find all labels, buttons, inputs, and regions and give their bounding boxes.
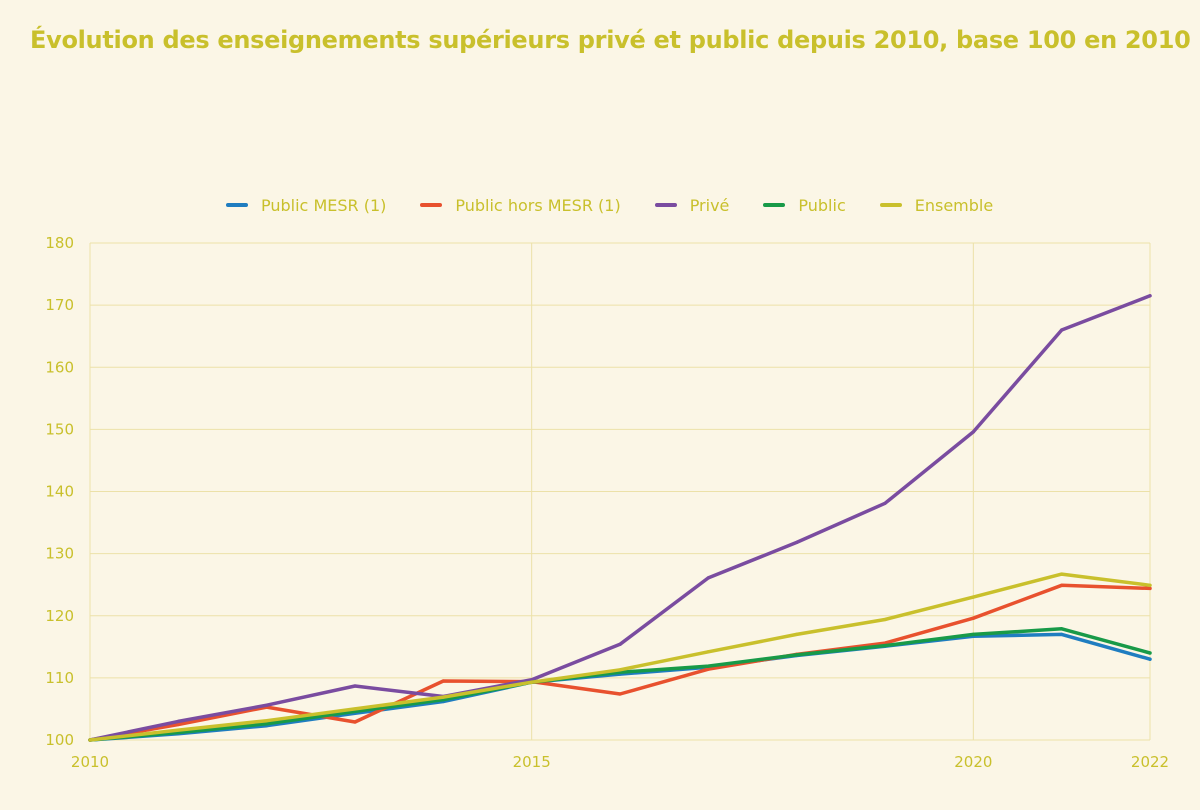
data-point [883, 643, 887, 648]
data-point [971, 616, 975, 620]
legend-item: Public [763, 195, 846, 215]
chart-ticks: 100 110 120 130 140 150 160 170 180 2010 2015 2020 2… [45, 234, 1169, 771]
y-tick-label: 130 [45, 545, 74, 563]
legend-item: Ensemble [879, 195, 994, 215]
legend-swatch [226, 203, 248, 207]
data-point [176, 719, 180, 723]
y-tick-label: 140 [45, 483, 74, 501]
data-point [441, 695, 445, 699]
data-point [883, 501, 887, 505]
y-tick-label: 120 [45, 607, 74, 625]
data-point [618, 642, 622, 646]
data-point [441, 679, 445, 683]
data-point [1148, 651, 1152, 655]
legend-label: Public MESR (1) [261, 195, 387, 215]
series-line [88, 572, 1152, 742]
data-point [883, 617, 887, 622]
data-point [1148, 294, 1152, 298]
legend-label: Ensemble [914, 195, 994, 215]
chart-series [88, 294, 1152, 742]
data-point [795, 653, 799, 657]
data-point [353, 707, 357, 711]
y-tick-label: 160 [45, 358, 74, 376]
chart-title: Évolution des enseignements supérieurs p… [30, 26, 1191, 54]
legend-label: Public hors MESR (1) [455, 195, 621, 215]
series-line [88, 583, 1152, 742]
data-point [971, 632, 975, 636]
data-point [265, 719, 269, 723]
chart-legend: Public MESR (1) Public hors MESR (1) Privé… [226, 193, 1027, 217]
legend-swatch [654, 203, 677, 207]
data-point [1060, 572, 1064, 576]
data-point [618, 692, 622, 696]
legend-item: Privé [654, 195, 730, 215]
data-point [176, 728, 180, 732]
data-point [971, 595, 975, 599]
legend-swatch [763, 203, 786, 207]
y-tick-label: 170 [45, 296, 74, 314]
data-point [1148, 586, 1152, 591]
data-point [706, 664, 710, 668]
x-tick-label: 2015 [513, 753, 551, 771]
y-tick-label: 180 [45, 234, 74, 252]
legend-label: Privé [689, 195, 730, 215]
data-point [176, 722, 180, 727]
data-point [265, 703, 269, 707]
data-point [971, 430, 975, 434]
legend-item: Public hors MESR (1) [420, 195, 621, 215]
data-point [706, 667, 710, 671]
data-point [265, 722, 269, 726]
legend-swatch [879, 203, 902, 207]
data-point [88, 738, 92, 742]
x-tick-label: 2020 [954, 753, 992, 771]
data-point [795, 632, 799, 636]
legend-swatch [420, 203, 443, 207]
data-point [1060, 627, 1064, 631]
data-point [1060, 583, 1064, 587]
data-point [706, 650, 710, 654]
data-point [795, 540, 799, 545]
data-point [1060, 328, 1064, 332]
x-tick-label: 2010 [71, 753, 109, 771]
y-tick-label: 100 [45, 731, 74, 749]
x-tick-label: 2022 [1131, 753, 1169, 771]
data-point [530, 680, 534, 684]
data-point [1148, 583, 1152, 587]
data-point [1148, 657, 1152, 661]
data-point [706, 576, 710, 580]
y-tick-label: 150 [45, 420, 74, 438]
chart-grid [89, 242, 1151, 741]
y-tick-label: 110 [45, 669, 74, 687]
data-point [618, 668, 622, 672]
data-point [1060, 632, 1064, 636]
data-point [353, 720, 357, 724]
legend-label: Public [798, 195, 846, 215]
legend-item: Public MESR (1) [226, 196, 386, 215]
data-point [353, 684, 357, 688]
